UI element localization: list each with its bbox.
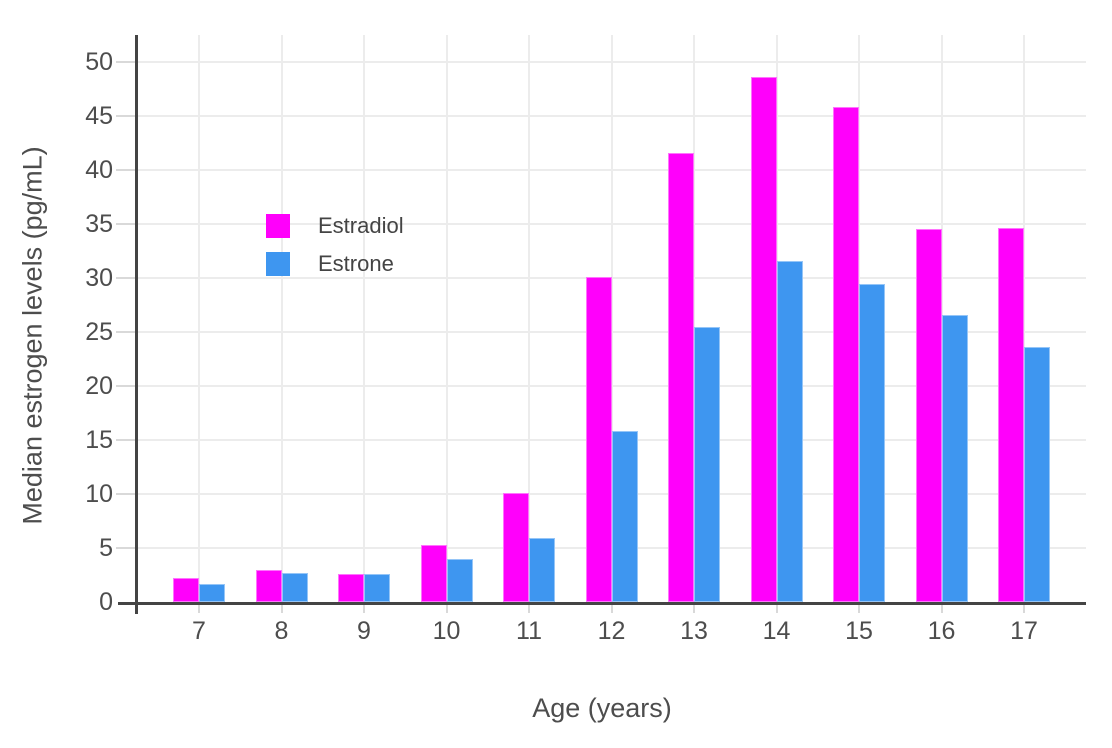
y-tick-label: 20 [85,372,113,400]
bar-estrone-age-12 [611,431,638,602]
x-gridline [445,35,448,602]
x-tick-mark [858,605,860,613]
x-tick-label: 15 [845,617,873,645]
y-tick-mark [116,61,135,63]
bar-estradiol-age-10 [420,545,447,602]
legend-label-estradiol: Estradiol [318,213,404,238]
y-tick-mark [116,547,135,549]
y-tick-label: 35 [85,210,113,238]
bar-estradiol-age-11 [503,493,529,602]
x-gridline [693,35,695,602]
bar-estradiol-age-7 [173,578,199,602]
x-gridline [363,35,365,602]
bar-estrone-age-17 [1024,347,1050,602]
x-gridline [610,35,613,602]
x-gridline [280,35,283,602]
bar-estrone-age-11 [529,538,555,602]
y-tick-label: 0 [99,588,113,616]
bar-estrone-age-16 [941,315,968,602]
x-tick-mark [610,605,613,613]
x-tick-label: 13 [680,617,708,645]
y-tick-label: 30 [85,264,113,292]
y-tick-label: 50 [85,48,113,76]
x-tick-mark [198,605,200,613]
y-tick-label: 10 [85,480,113,508]
x-gridline [528,35,530,602]
x-tick-mark [693,605,695,613]
y-tick-mark [116,439,135,441]
bar-estradiol-age-16 [915,229,942,602]
x-tick-mark [445,605,448,613]
x-tick-label: 8 [274,617,289,645]
x-axis-line [118,602,1086,605]
legend-label-estrone: Estrone [318,251,394,276]
y-tick-label: 45 [85,102,113,130]
y-tick-mark [116,169,135,171]
bar-estradiol-age-13 [668,153,694,602]
x-tick-label: 9 [357,617,371,645]
legend-item-estradiol[interactable]: Estradiol [266,214,404,238]
y-axis-title: Median estrogen levels (pg/mL) [17,146,48,525]
x-gridline [198,35,200,602]
bar-estradiol-age-12 [585,277,612,602]
legend-item-estrone[interactable]: Estrone [266,252,404,276]
x-tick-label: 7 [192,617,206,645]
x-tick-mark [363,605,365,613]
x-tick-label: 11 [516,617,542,645]
x-tick-mark [940,605,943,613]
estrone-swatch-icon [266,252,290,276]
x-tick-mark [280,605,283,613]
bar-estrone-age-7 [199,584,225,602]
y-tick-mark [116,277,135,279]
bar-estrone-age-13 [694,327,720,602]
y-tick-mark [116,385,135,387]
bar-estrone-age-10 [446,559,473,602]
bar-estrone-age-9 [364,574,390,602]
y-tick-label: 5 [99,534,113,562]
y-axis-line [135,35,138,614]
y-tick-label: 25 [85,318,113,346]
bar-estrone-age-14 [776,261,803,602]
x-tick-mark [1023,605,1025,613]
bar-estradiol-age-14 [750,77,777,602]
x-gridline [1023,35,1025,602]
x-tick-label: 12 [597,617,626,645]
x-tick-label: 16 [927,617,956,645]
bar-estradiol-age-9 [338,574,364,602]
y-tick-label: 15 [85,426,113,454]
bar-estradiol-age-15 [833,107,859,602]
bar-estrone-age-8 [281,573,308,602]
bar-estrone-age-15 [859,284,885,602]
bar-estradiol-age-8 [255,570,282,602]
x-tick-mark [775,605,778,613]
x-axis-title: Age (years) [532,693,672,723]
y-tick-mark [116,223,135,225]
estradiol-swatch-icon [266,214,290,238]
x-tick-mark [528,605,530,613]
y-tick-mark [116,115,135,117]
legend: Estradiol Estrone [266,214,404,276]
x-tick-label: 14 [762,617,791,645]
y-tick-mark [116,331,135,333]
x-tick-label: 17 [1010,617,1038,645]
x-tick-label: 10 [432,617,461,645]
y-tick-label: 40 [85,156,113,184]
bar-estradiol-age-17 [998,228,1024,602]
y-tick-mark [116,493,135,495]
